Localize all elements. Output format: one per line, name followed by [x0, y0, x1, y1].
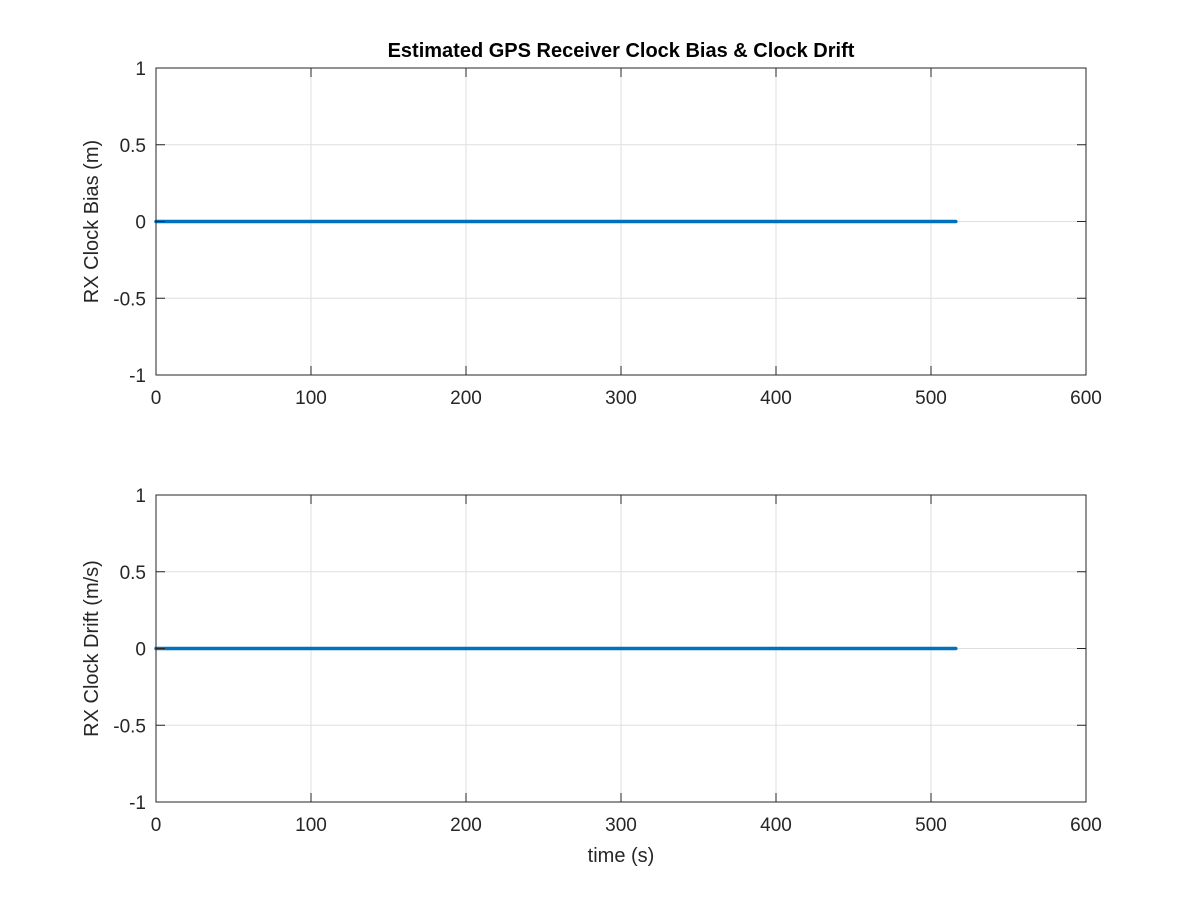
bias-ticks: 0 100 200 300 400 500 600 1 0.5 0 -0.5 -1 [113, 59, 1102, 409]
bias-y-tick-label: -1 [129, 366, 146, 387]
drift-x-tick-label: 100 [295, 815, 327, 836]
drift-ticks: 0 100 200 300 400 500 600 1 0.5 0 -0.5 -1 [113, 486, 1102, 836]
drift-x-tick-label: 600 [1070, 815, 1102, 836]
bias-x-tick-label: 100 [295, 388, 327, 409]
drift-y-tick-label: 0.5 [120, 563, 146, 584]
drift-y-tick-label: 1 [135, 486, 146, 507]
bias-y-tick-label: 1 [135, 59, 146, 80]
drift-y-tick-label: 0 [135, 640, 146, 661]
bias-y-tick-label: 0.5 [120, 136, 146, 157]
drift-y-axis-label: RX Clock Drift (m/s) [81, 560, 103, 737]
bias-subplot: 0 100 200 300 400 500 600 1 0.5 0 -0.5 -1 Estimated… [81, 40, 1102, 409]
x-axis-label: time (s) [588, 845, 655, 867]
bias-x-tick-label: 500 [915, 388, 947, 409]
drift-y-tick-label: -1 [129, 793, 146, 814]
chart-title: Estimated GPS Receiver Clock Bias & Cloc… [388, 40, 855, 62]
drift-x-tick-label: 500 [915, 815, 947, 836]
bias-x-tick-label: 600 [1070, 388, 1102, 409]
drift-x-tick-label: 400 [760, 815, 792, 836]
bias-x-tick-label: 300 [605, 388, 637, 409]
bias-y-tick-label: -0.5 [113, 289, 146, 310]
bias-x-tick-label: 400 [760, 388, 792, 409]
drift-x-tick-label: 300 [605, 815, 637, 836]
drift-y-tick-label: -0.5 [113, 716, 146, 737]
drift-x-tick-label: 0 [151, 815, 162, 836]
bias-x-tick-label: 0 [151, 388, 162, 409]
bias-x-tick-label: 200 [450, 388, 482, 409]
drift-x-tick-label: 200 [450, 815, 482, 836]
bias-y-tick-label: 0 [135, 213, 146, 234]
bias-y-axis-label: RX Clock Bias (m) [81, 140, 103, 303]
